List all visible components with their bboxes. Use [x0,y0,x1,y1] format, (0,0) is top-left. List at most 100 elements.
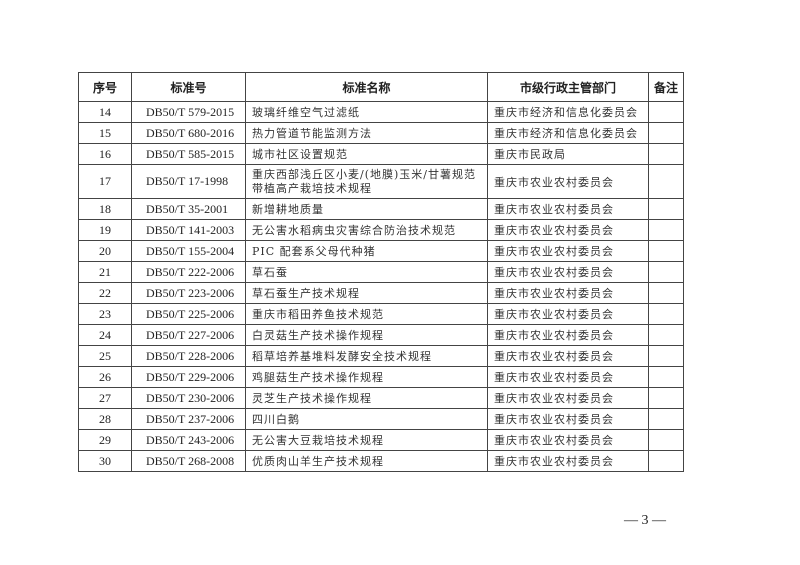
cell-code: DB50/T 35-2001 [131,198,246,220]
cell-dept: 重庆市农业农村委员会 [487,408,649,430]
cell-dept: 重庆市农业农村委员会 [487,345,649,367]
cell-note [648,303,684,325]
cell-name: 无公害水稻病虫灾害综合防治技术规范 [245,219,488,241]
cell-no: 23 [78,303,132,325]
header-name: 标准名称 [245,72,488,102]
cell-note [648,122,684,144]
table-row: 26 DB50/T 229-2006 鸡腿菇生产技术操作规程 重庆市农业农村委员会 [78,366,684,388]
cell-dept: 重庆市农业农村委员会 [487,387,649,409]
table-row: 18 DB50/T 35-2001 新增耕地质量 重庆市农业农村委员会 [78,198,684,220]
cell-dept: 重庆市农业农村委员会 [487,324,649,346]
cell-no: 21 [78,261,132,283]
cell-dept: 重庆市民政局 [487,143,649,165]
header-note: 备注 [648,72,684,102]
cell-note [648,429,684,451]
cell-note [648,408,684,430]
cell-code: DB50/T 225-2006 [131,303,246,325]
cell-code: DB50/T 230-2006 [131,387,246,409]
cell-name: 灵芝生产技术操作规程 [245,387,488,409]
cell-dept: 重庆市农业农村委员会 [487,366,649,388]
cell-note [648,366,684,388]
cell-code: DB50/T 17-1998 [131,164,246,199]
table-header-row: 序号 标准号 标准名称 市级行政主管部门 备注 [78,72,684,102]
cell-code: DB50/T 222-2006 [131,261,246,283]
cell-name: 优质肉山羊生产技术规程 [245,450,488,472]
cell-note [648,324,684,346]
cell-code: DB50/T 680-2016 [131,122,246,144]
cell-note [648,345,684,367]
cell-name: 无公害大豆栽培技术规程 [245,429,488,451]
table-row: 22 DB50/T 223-2006 草石蚕生产技术规程 重庆市农业农村委员会 [78,282,684,304]
cell-no: 30 [78,450,132,472]
cell-no: 20 [78,240,132,262]
table-row: 28 DB50/T 237-2006 四川白鹅 重庆市农业农村委员会 [78,408,684,430]
cell-code: DB50/T 585-2015 [131,143,246,165]
cell-name: PIC 配套系父母代种猪 [245,240,488,262]
cell-code: DB50/T 229-2006 [131,366,246,388]
cell-no: 17 [78,164,132,199]
cell-no: 27 [78,387,132,409]
cell-note [648,101,684,123]
cell-name: 四川白鹅 [245,408,488,430]
cell-no: 26 [78,366,132,388]
cell-name: 热力管道节能监测方法 [245,122,488,144]
cell-dept: 重庆市农业农村委员会 [487,240,649,262]
cell-name: 重庆市稻田养鱼技术规范 [245,303,488,325]
cell-dept: 重庆市经济和信息化委员会 [487,122,649,144]
cell-no: 16 [78,143,132,165]
cell-no: 28 [78,408,132,430]
cell-code: DB50/T 155-2004 [131,240,246,262]
table-row: 15 DB50/T 680-2016 热力管道节能监测方法 重庆市经济和信息化委员会 [78,122,684,144]
header-code: 标准号 [131,72,246,102]
table-row: 19 DB50/T 141-2003 无公害水稻病虫灾害综合防治技术规范 重庆市农业农… [78,219,684,241]
cell-no: 29 [78,429,132,451]
cell-no: 22 [78,282,132,304]
cell-name: 新增耕地质量 [245,198,488,220]
cell-name: 重庆西部浅丘区小麦/(地膜)玉米/甘薯规范带植高产栽培技术规程 [245,164,488,199]
cell-note [648,261,684,283]
table-row: 20 DB50/T 155-2004 PIC 配套系父母代种猪 重庆市农业农村委员会 [78,240,684,262]
cell-code: DB50/T 141-2003 [131,219,246,241]
table-row: 27 DB50/T 230-2006 灵芝生产技术操作规程 重庆市农业农村委员会 [78,387,684,409]
cell-name: 鸡腿菇生产技术操作规程 [245,366,488,388]
header-no: 序号 [78,72,132,102]
table-row: 29 DB50/T 243-2006 无公害大豆栽培技术规程 重庆市农业农村委员会 [78,429,684,451]
cell-code: DB50/T 243-2006 [131,429,246,451]
cell-code: DB50/T 579-2015 [131,101,246,123]
cell-no: 14 [78,101,132,123]
table-row: 25 DB50/T 228-2006 稻草培养基堆料发酵安全技术规程 重庆市农业农村委… [78,345,684,367]
cell-note [648,198,684,220]
cell-dept: 重庆市农业农村委员会 [487,198,649,220]
table-row: 16 DB50/T 585-2015 城市社区设置规范 重庆市民政局 [78,143,684,165]
table-row: 30 DB50/T 268-2008 优质肉山羊生产技术规程 重庆市农业农村委员会 [78,450,684,472]
table-row: 24 DB50/T 227-2006 白灵菇生产技术操作规程 重庆市农业农村委员会 [78,324,684,346]
cell-name: 稻草培养基堆料发酵安全技术规程 [245,345,488,367]
cell-note [648,143,684,165]
cell-dept: 重庆市经济和信息化委员会 [487,101,649,123]
page-number: — 3 — [624,513,666,528]
table-row: 23 DB50/T 225-2006 重庆市稻田养鱼技术规范 重庆市农业农村委员会 [78,303,684,325]
cell-dept: 重庆市农业农村委员会 [487,303,649,325]
cell-code: DB50/T 237-2006 [131,408,246,430]
cell-code: DB50/T 223-2006 [131,282,246,304]
cell-no: 15 [78,122,132,144]
cell-name: 城市社区设置规范 [245,143,488,165]
header-dept: 市级行政主管部门 [487,72,649,102]
cell-no: 19 [78,219,132,241]
table-row: 14 DB50/T 579-2015 玻璃纤维空气过滤纸 重庆市经济和信息化委员会 [78,101,684,123]
cell-code: DB50/T 227-2006 [131,324,246,346]
cell-dept: 重庆市农业农村委员会 [487,164,649,199]
cell-note [648,240,684,262]
cell-note [648,387,684,409]
cell-note [648,450,684,472]
cell-dept: 重庆市农业农村委员会 [487,429,649,451]
cell-name: 玻璃纤维空气过滤纸 [245,101,488,123]
cell-name: 草石蚕生产技术规程 [245,282,488,304]
cell-no: 24 [78,324,132,346]
cell-code: DB50/T 268-2008 [131,450,246,472]
cell-name: 草石蚕 [245,261,488,283]
cell-no: 25 [78,345,132,367]
cell-dept: 重庆市农业农村委员会 [487,282,649,304]
cell-note [648,164,684,199]
standards-table: 序号 标准号 标准名称 市级行政主管部门 备注 14 DB50/T 579-201… [78,72,684,472]
